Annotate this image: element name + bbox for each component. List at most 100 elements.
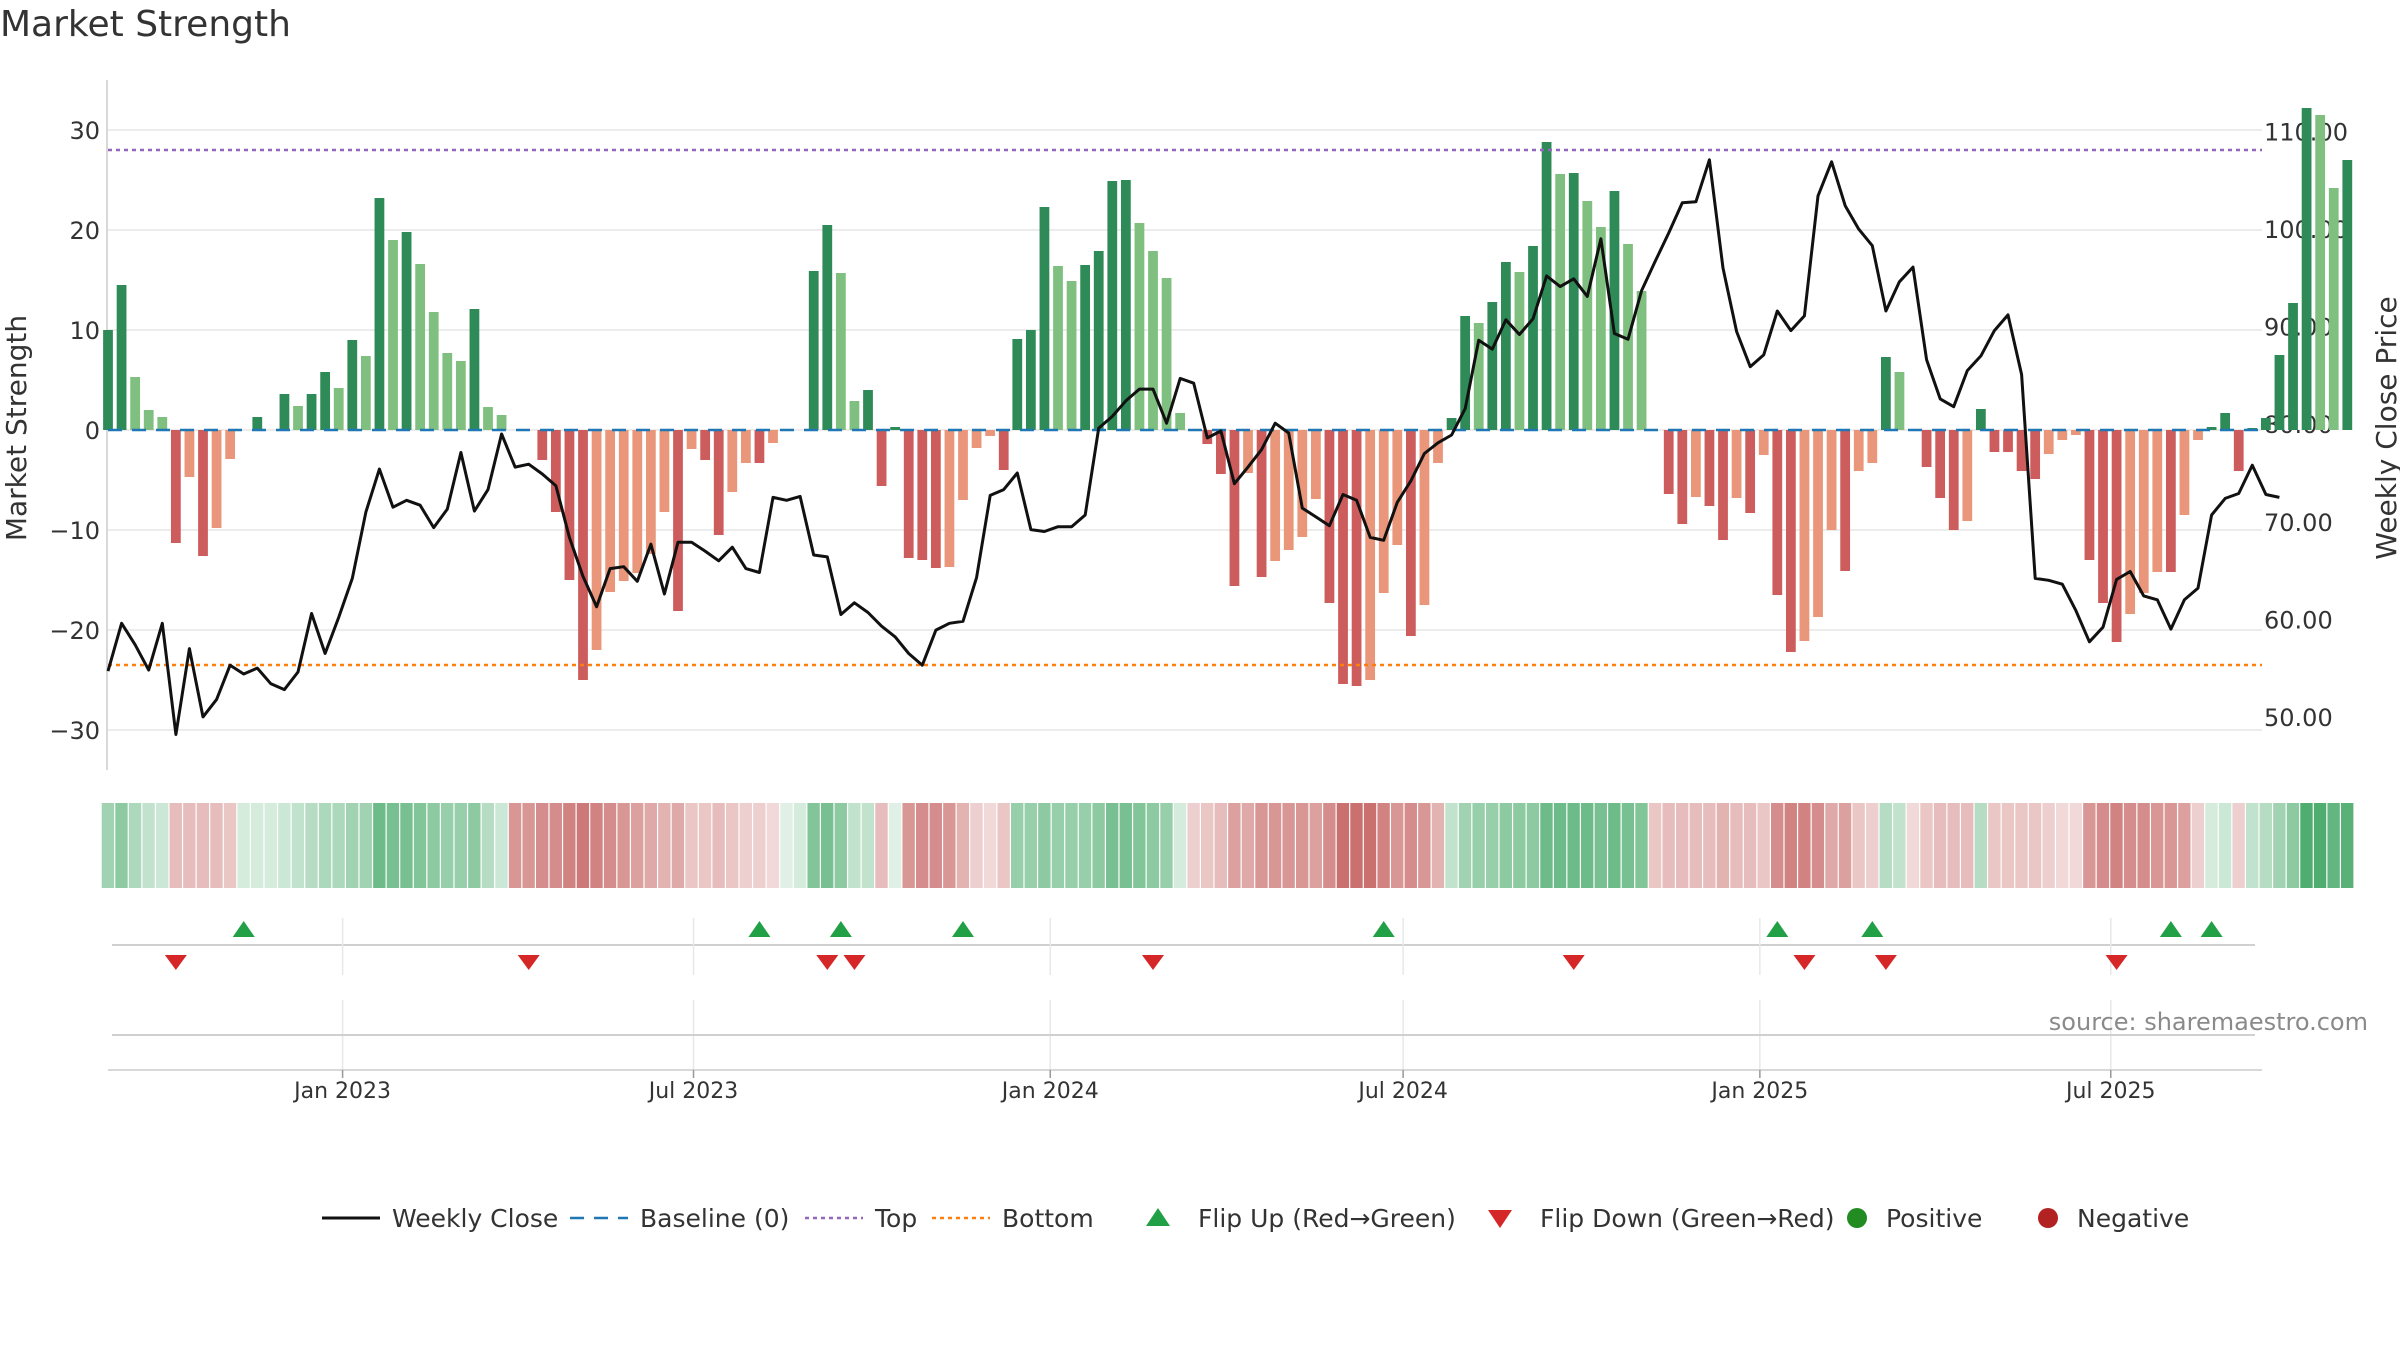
heat-cell (2178, 803, 2191, 888)
y-tick-label: 20 (69, 217, 100, 245)
flip-down-marker (2105, 955, 2128, 970)
heat-cell (563, 803, 576, 888)
strength-bar (2030, 430, 2041, 479)
heat-cell (223, 803, 237, 888)
strength-bar (1120, 180, 1131, 430)
strength-bar (537, 430, 548, 460)
heat-cell (549, 803, 562, 888)
heat-cell (2001, 803, 2015, 888)
strength-bar (1514, 272, 1525, 430)
strength-bar (1107, 181, 1118, 430)
heat-cell (1703, 803, 1716, 888)
strength-bar (415, 264, 426, 430)
strength-bar (2165, 430, 2176, 572)
heat-cell (2191, 803, 2205, 888)
heat-cell (237, 803, 250, 888)
strength-bar (1243, 430, 1253, 473)
heat-cell (346, 803, 359, 888)
strength-bar (2152, 430, 2163, 572)
strength-bar (849, 401, 860, 430)
legend-label: Flip Down (Green→Red) (1540, 1204, 1835, 1233)
y2-axis-title: Weekly Close Price (2370, 296, 2400, 559)
strength-bar (876, 430, 887, 486)
heat-cell (821, 803, 834, 888)
heat-cell (929, 803, 942, 888)
strength-bar (1880, 357, 1891, 430)
heat-cell (251, 803, 264, 888)
strength-bar (1962, 430, 1973, 521)
legend-label: Negative (2077, 1204, 2189, 1233)
strength-bar (1853, 430, 1864, 471)
flip-up-marker (232, 921, 255, 937)
heat-cell (875, 803, 888, 888)
heat-cell (2110, 803, 2123, 888)
strength-bar (1134, 223, 1145, 430)
heat-cell (2137, 803, 2150, 888)
heat-cell (1567, 803, 1580, 888)
heat-cell (2205, 803, 2218, 888)
strength-bar (1039, 207, 1050, 430)
strength-bar (1785, 430, 1796, 652)
strength-bar (740, 430, 751, 463)
flip-up-marker (829, 921, 852, 937)
strength-bar (700, 430, 711, 460)
heat-cell (1988, 803, 2001, 888)
strength-bar (578, 430, 588, 680)
strength-bar (252, 417, 263, 430)
strength-bar (279, 394, 290, 430)
heat-cell (2327, 803, 2340, 888)
heat-cell (1716, 803, 1730, 888)
flip-up-marker (2200, 921, 2223, 937)
heat-cell (1920, 803, 1933, 888)
heat-cell (603, 803, 617, 888)
heat-cell (1431, 803, 1445, 888)
strength-bar (645, 430, 656, 554)
legend-label: Baseline (0) (640, 1204, 789, 1233)
heat-cell (793, 803, 807, 888)
strength-bar (2315, 115, 2326, 430)
x-tick-label: Jan 2024 (1000, 1079, 1099, 1104)
strength-bar (1935, 430, 1946, 498)
strength-bar (2179, 430, 2190, 515)
heat-cell (1391, 803, 1404, 888)
strength-bar (890, 427, 901, 430)
strength-bar (211, 430, 222, 528)
strength-bar (1663, 430, 1674, 494)
strength-bar (2260, 418, 2271, 430)
heat-cell (943, 803, 956, 888)
heat-cell (671, 803, 685, 888)
legend-item-baseline: Baseline (0) (570, 1204, 789, 1233)
flip-down-marker (1562, 955, 1585, 970)
x-tick-label: Jul 2024 (1356, 1079, 1448, 1104)
heat-cell (970, 803, 983, 888)
strength-bar (686, 430, 697, 449)
strength-bar (388, 240, 398, 430)
heat-cell (2341, 803, 2354, 888)
y-tick-label: 30 (69, 117, 100, 145)
legend-item-negative: Negative (2038, 1204, 2189, 1233)
strength-bar (998, 430, 1009, 470)
heat-cell (698, 803, 712, 888)
legend-label: Positive (1886, 1204, 1982, 1233)
strength-bar (713, 430, 724, 535)
heat-cell (332, 803, 345, 888)
strength-bar (605, 430, 616, 592)
strength-bar (1419, 430, 1430, 605)
heat-cell (1974, 803, 1987, 888)
flip-down-marker (816, 955, 839, 970)
legend-item-positive: Positive (1847, 1204, 1982, 1233)
y2-tick-label: 60.00 (2264, 606, 2333, 634)
strength-bar (2111, 430, 2122, 642)
heat-cell (536, 803, 549, 888)
x-axis: Jan 2023 Jul 2023 Jan 2024 Jul 2024 Jan 2025… (292, 1070, 2156, 1104)
x-tick-label: Jul 2025 (2064, 1079, 2156, 1104)
strength-bar (591, 430, 602, 650)
heat-cell (685, 803, 698, 888)
strength-bar (1080, 265, 1091, 430)
heat-cell (2069, 803, 2082, 888)
strength-bar (1609, 191, 1620, 430)
heat-cell (1866, 803, 1879, 888)
heat-cell (1662, 803, 1675, 888)
strength-bar (2342, 160, 2353, 430)
strength-bar (1392, 430, 1403, 545)
